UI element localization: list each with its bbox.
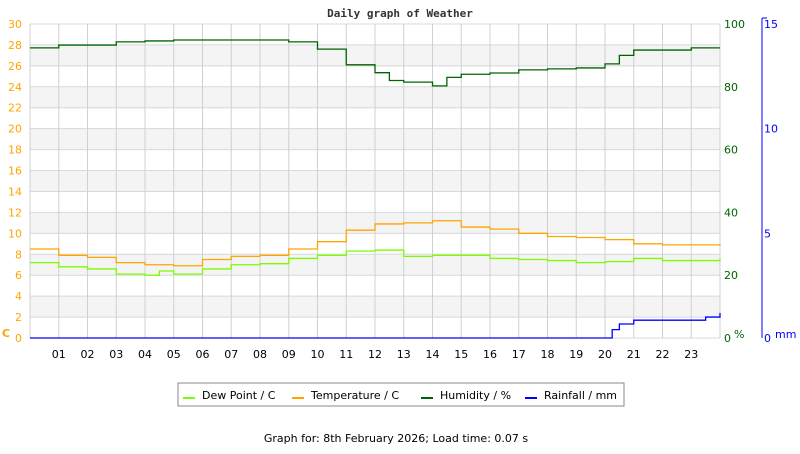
x-tick-label: 01: [52, 348, 66, 361]
chart-title: Daily graph of Weather: [327, 7, 473, 20]
left-tick-label: 24: [8, 81, 22, 94]
x-tick-label: 14: [426, 348, 440, 361]
x-tick-label: 21: [627, 348, 641, 361]
left-tick-label: 6: [15, 269, 22, 282]
rainfall-tick-label: 15: [764, 18, 778, 31]
left-tick-label: 16: [8, 165, 22, 178]
x-tick-label: 12: [368, 348, 382, 361]
legend-label: Temperature / C: [310, 389, 399, 402]
left-tick-label: 22: [8, 102, 22, 115]
humidity-tick-label: 100: [724, 18, 745, 31]
humidity-axis-label: %: [734, 328, 744, 341]
legend-label: Humidity / %: [440, 389, 511, 402]
left-tick-label: 4: [15, 290, 22, 303]
rainfall-axis-label: mm: [775, 328, 796, 341]
humidity-tick-label: 20: [724, 269, 738, 282]
x-tick-label: 02: [81, 348, 95, 361]
left-tick-label: 26: [8, 60, 22, 73]
x-tick-label: 18: [541, 348, 555, 361]
x-tick-label: 03: [109, 348, 123, 361]
x-tick-label: 10: [311, 348, 325, 361]
left-tick-label: 14: [8, 185, 22, 198]
left-axis-label: C: [2, 327, 10, 340]
humidity-tick-label: 40: [724, 206, 738, 219]
x-tick-label: 08: [253, 348, 267, 361]
series-line-rainfall: [30, 312, 721, 339]
series-line-humidity: [30, 39, 720, 87]
left-tick-label: 20: [8, 123, 22, 136]
x-tick-label: 15: [454, 348, 468, 361]
left-tick-label: 10: [8, 227, 22, 240]
legend-label: Rainfall / mm: [544, 389, 617, 402]
x-tick-label: 19: [569, 348, 583, 361]
series-line-temperature: [30, 220, 721, 267]
x-tick-label: 07: [224, 348, 238, 361]
x-tick-label: 16: [483, 348, 497, 361]
x-tick-label: 05: [167, 348, 181, 361]
left-tick-label: 0: [15, 332, 22, 345]
rainfall-tick-label: 10: [764, 123, 778, 136]
x-tick-label: 20: [598, 348, 612, 361]
left-tick-label: 18: [8, 144, 22, 157]
x-tick-label: 09: [282, 348, 296, 361]
left-tick-label: 30: [8, 18, 22, 31]
left-tick-label: 2: [15, 311, 22, 324]
x-tick-label: 11: [339, 348, 353, 361]
x-tick-label: 17: [512, 348, 526, 361]
x-tick-label: 23: [684, 348, 698, 361]
rainfall-tick-label: 5: [764, 227, 771, 240]
left-tick-label: 8: [15, 248, 22, 261]
left-tick-label: 28: [8, 39, 22, 52]
rainfall-tick-label: 0: [764, 332, 771, 345]
x-tick-label: 22: [656, 348, 670, 361]
series-line-dew: [30, 249, 721, 276]
humidity-tick-label: 80: [724, 81, 738, 94]
x-tick-label: 13: [397, 348, 411, 361]
humidity-tick-label: 0: [724, 332, 731, 345]
x-tick-label: 04: [138, 348, 152, 361]
x-tick-label: 06: [196, 348, 210, 361]
left-tick-label: 12: [8, 206, 22, 219]
humidity-tick-label: 60: [724, 144, 738, 157]
legend: Dew Point / C Temperature / C Humidity / %…: [177, 382, 625, 407]
legend-box: [177, 382, 625, 407]
footer-text: Graph for: 8th February 2026; Load time:…: [264, 432, 529, 445]
legend-label: Dew Point / C: [202, 389, 276, 402]
